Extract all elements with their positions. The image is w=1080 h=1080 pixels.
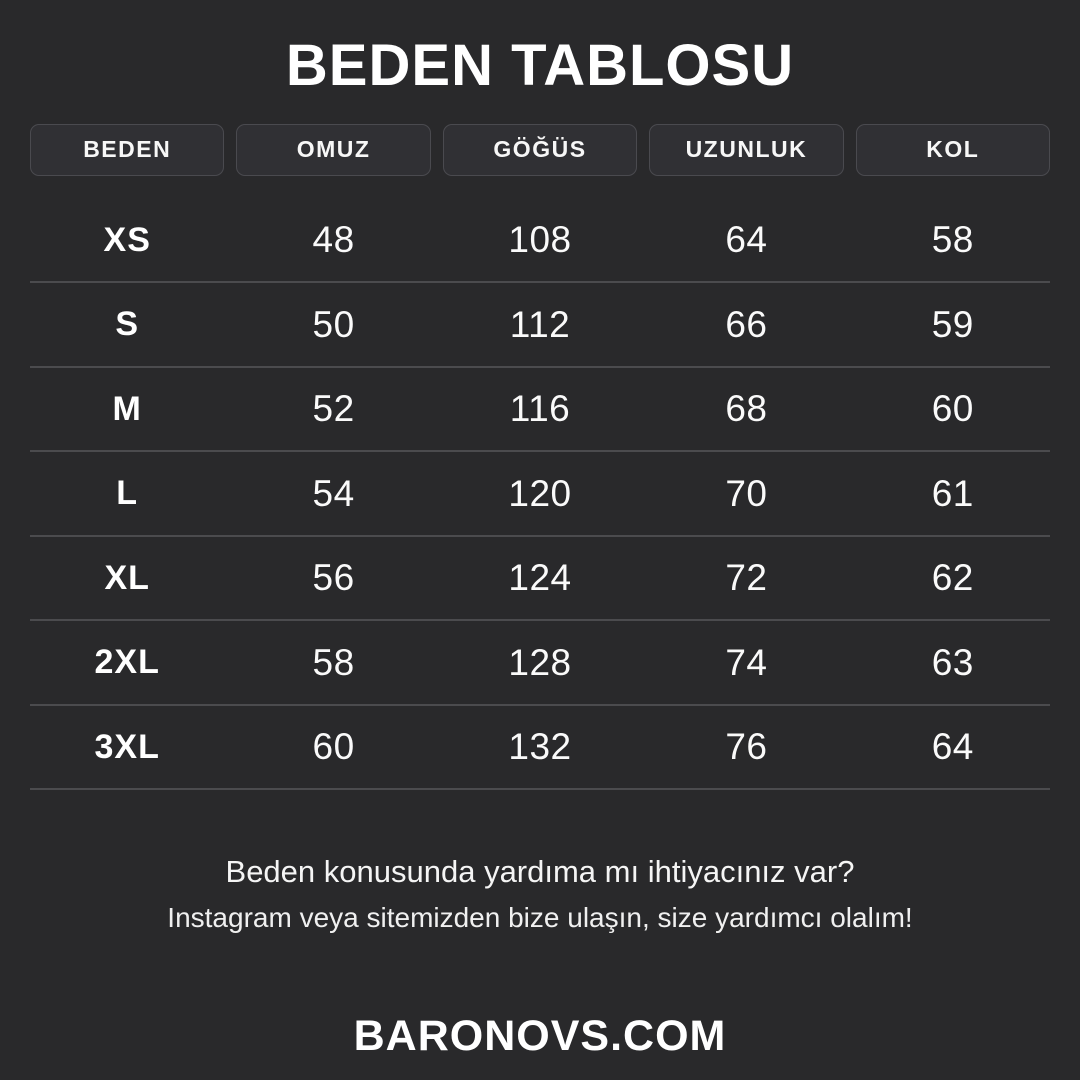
uzunluk-value: 72 [725,557,768,599]
table-row: XS 48 108 64 58 [30,199,1050,284]
kol-value: 59 [931,303,974,345]
uzunluk-value: 74 [725,641,768,683]
omuz-value: 60 [312,726,355,768]
gogus-value: 116 [509,388,571,430]
omuz-value: 58 [312,641,355,683]
help-instruction: Instagram veya sitemizden bize ulaşın, s… [167,902,913,934]
column-header-kol: KOL [855,123,1050,176]
table-row: L 54 120 70 61 [30,452,1050,537]
omuz-value: 56 [312,557,355,599]
table-header-row: BEDEN OMUZ GÖĞÜS UZUNLUK KOL [30,123,1050,176]
size-label: 3XL [94,727,160,766]
gogus-value: 124 [508,557,572,599]
column-header-omuz: OMUZ [236,123,431,176]
help-text-block: Beden konusunda yardıma mı ihtiyacınız v… [30,854,1050,934]
table-row: M 52 116 68 60 [30,368,1050,453]
kol-value: 60 [931,388,974,430]
brand-website: BARONOVS.COM [353,1012,727,1060]
uzunluk-value: 66 [725,303,768,345]
size-label: XS [103,220,151,259]
uzunluk-value: 68 [725,388,768,430]
omuz-value: 50 [312,303,355,345]
kol-value: 63 [931,641,974,683]
column-header-uzunluk: UZUNLUK [649,123,844,176]
kol-value: 58 [931,219,974,261]
page-title: BEDEN TABLOSU [285,33,795,98]
size-label: 2XL [94,643,160,682]
help-question: Beden konusunda yardıma mı ihtiyacınız v… [225,854,855,890]
uzunluk-value: 70 [725,472,768,514]
table-row: XL 56 124 72 62 [30,537,1050,622]
size-label: M [112,389,142,428]
table-row: 3XL 60 132 76 64 [30,706,1050,791]
table-row: 2XL 58 128 74 63 [30,621,1050,706]
gogus-value: 132 [508,726,572,768]
uzunluk-value: 64 [725,219,768,261]
omuz-value: 54 [312,472,355,514]
size-chart-page: BEDEN TABLOSU BEDEN OMUZ GÖĞÜS UZUNLUK K… [30,0,1050,934]
kol-value: 61 [931,472,974,514]
gogus-value: 120 [508,472,572,514]
column-header-gogus: GÖĞÜS [442,123,638,176]
kol-value: 64 [931,726,974,768]
omuz-value: 52 [312,388,355,430]
gogus-value: 108 [508,219,572,261]
table-row: S 50 112 66 59 [30,283,1050,368]
size-label: XL [104,558,150,597]
size-label: S [115,305,140,344]
uzunluk-value: 76 [725,726,768,768]
kol-value: 62 [931,557,974,599]
gogus-value: 128 [508,641,572,683]
size-table-body: XS 48 108 64 58 S 50 112 66 59 M 52 116 … [30,199,1050,791]
omuz-value: 48 [312,219,355,261]
size-label: L [116,474,139,513]
column-header-beden: BEDEN [30,123,225,176]
gogus-value: 112 [509,303,571,345]
